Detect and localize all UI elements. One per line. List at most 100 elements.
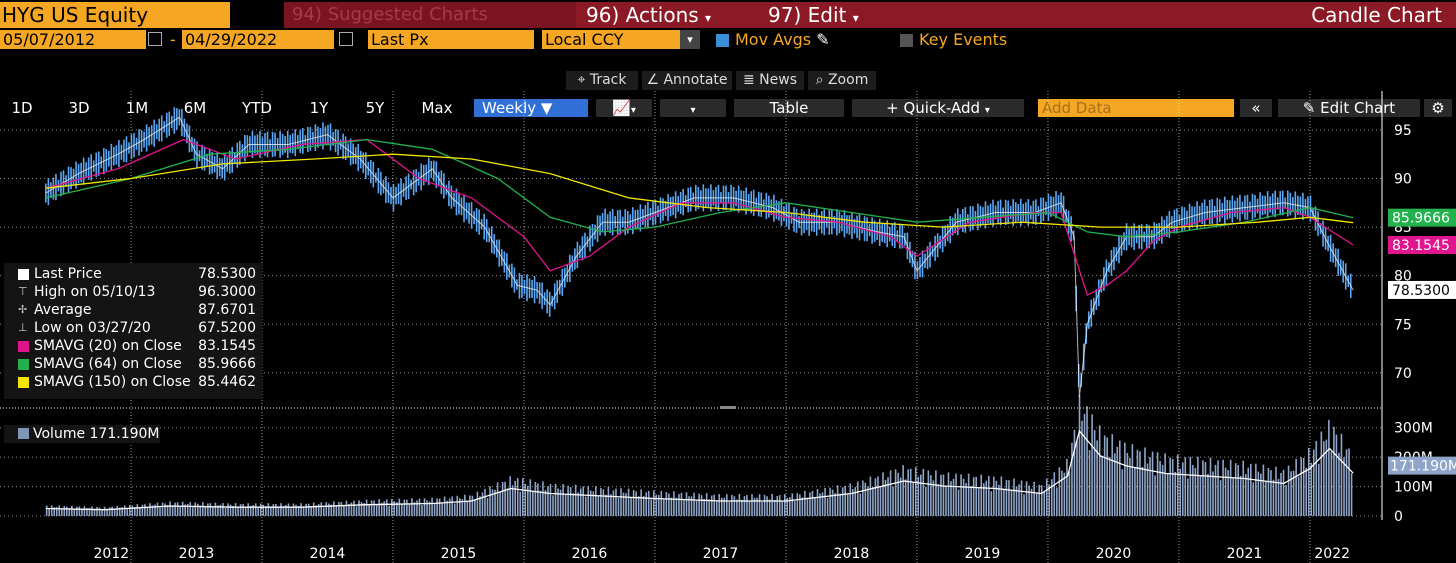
table-button[interactable]: Table: [734, 99, 844, 117]
volume-bar: [612, 490, 615, 516]
chevron-down-icon[interactable]: ▾: [680, 30, 700, 49]
volume-bar: [1307, 447, 1310, 516]
price-tag-label: 78.5300: [1392, 283, 1450, 299]
volume-bar: [433, 503, 436, 516]
tab-1y[interactable]: 1Y: [309, 99, 329, 117]
annotate-tool[interactable]: ∠ Annotate: [642, 71, 732, 90]
calendar-icon[interactable]: [339, 32, 353, 46]
zoom-tool[interactable]: ⌕ Zoom: [808, 71, 876, 90]
volume-bar: [930, 475, 932, 516]
volume-bar: [179, 506, 181, 516]
volume-bar: [1146, 463, 1149, 516]
mov-avgs-toggle[interactable]: Mov Avgs ✎: [716, 30, 830, 49]
news-tool[interactable]: ≣ News: [736, 71, 804, 90]
volume-bar: [1323, 441, 1325, 516]
price-chart[interactable]: 2012 2013 2014 2015 2016 2017 2018 2019 2020 2021…: [0, 91, 1456, 563]
volume-bar: [690, 496, 693, 516]
volume-bar: [58, 505, 61, 516]
volume-bar: [824, 487, 826, 516]
volume-bar: [607, 486, 610, 516]
volume-bar: [1108, 457, 1111, 516]
volume-bar: [1066, 458, 1068, 516]
currency-select[interactable]: Local CCY: [542, 30, 680, 49]
collapse-icon[interactable]: «: [1240, 99, 1272, 117]
actions-menu[interactable]: 96) Actions ▾: [576, 2, 764, 28]
volume-bar: [569, 487, 572, 516]
chart-style-button[interactable]: 📈▾: [596, 99, 652, 117]
volume-bar: [1232, 478, 1234, 516]
suggested-charts-button[interactable]: 94) Suggested Charts: [284, 2, 582, 28]
add-data-input[interactable]: Add Data: [1038, 99, 1234, 117]
volume-bar: [224, 507, 227, 516]
volume-bar: [1242, 460, 1245, 516]
edit-menu[interactable]: 97) Edit ▾: [758, 2, 968, 28]
news-label: News: [759, 72, 798, 88]
volume-bar: [758, 494, 761, 516]
volume-bar: [335, 505, 338, 516]
volume-bar: [567, 485, 569, 516]
volume-bar: [592, 491, 595, 516]
volume-bar: [390, 499, 393, 516]
tab-1d[interactable]: 1D: [11, 99, 33, 117]
tab-max[interactable]: Max: [421, 99, 453, 117]
calendar-icon[interactable]: [148, 32, 162, 46]
legend-row-smavg-20[interactable]: SMAVG (20) on Close 83.1545: [4, 337, 262, 355]
volume-bar: [1345, 449, 1348, 516]
volume-bar: [834, 493, 836, 516]
volume-bar: [728, 501, 731, 516]
x-tick-label: 2022: [1314, 546, 1350, 562]
volume-bar: [1134, 467, 1136, 516]
volume-bar: [713, 494, 716, 516]
period-select[interactable]: Weekly ▼: [474, 99, 588, 117]
tab-ytd[interactable]: YTD: [242, 99, 272, 117]
annotate-label: Annotate: [663, 72, 728, 88]
volume-bar: [1086, 406, 1088, 516]
chevron-down-icon: ▾: [984, 105, 990, 116]
volume-bar: [993, 476, 995, 516]
legend-row-high[interactable]: ⊤ High on 05/10/13 96.3000: [4, 283, 262, 301]
volume-bar: [227, 503, 229, 516]
volume-bar: [237, 506, 239, 516]
volume-bar: [945, 485, 947, 516]
volume-bar: [909, 468, 912, 516]
volume-bar: [1129, 457, 1131, 516]
legend-row-low[interactable]: ⊥ Low on 03/27/20 67.5200: [4, 319, 262, 337]
end-date-field[interactable]: 04/29/2022: [182, 30, 334, 49]
volume-bar: [134, 507, 136, 516]
ticker-field[interactable]: HYG US Equity: [0, 2, 230, 28]
gear-icon[interactable]: ⚙: [1424, 99, 1452, 117]
field-select[interactable]: Last Px: [368, 30, 534, 49]
volume-bar: [1073, 429, 1076, 516]
start-date-field[interactable]: 05/07/2012: [0, 30, 146, 49]
volume-bar: [1187, 478, 1189, 516]
volume-bar: [650, 499, 653, 516]
key-events-toggle[interactable]: Key Events: [900, 30, 1007, 49]
volume-bar: [348, 503, 350, 516]
tab-5y[interactable]: 5Y: [365, 99, 385, 117]
volume-bar: [572, 493, 574, 516]
price-tag-label: 83.1545: [1392, 238, 1450, 254]
legend-row-smavg-150[interactable]: SMAVG (150) on Close 85.4462: [4, 373, 262, 391]
tab-6m[interactable]: 6M: [183, 99, 207, 117]
track-tool[interactable]: ⌖ Track: [566, 71, 638, 90]
edit-chart-button[interactable]: ✎ Edit Chart: [1278, 99, 1420, 117]
volume-bar: [683, 500, 685, 516]
volume-bar: [1045, 478, 1048, 516]
legend-row-last-price[interactable]: Last Price 78.5300: [4, 265, 262, 283]
volume-legend[interactable]: Volume 171.190M: [4, 425, 160, 443]
volume-bar: [1202, 460, 1204, 516]
volume-bar: [695, 500, 698, 516]
quick-add-button[interactable]: + Quick-Add ▾: [852, 99, 1024, 117]
volume-bar: [801, 497, 804, 516]
legend-row-smavg-64[interactable]: SMAVG (64) on Close 85.9666: [4, 355, 262, 373]
volume-bar: [904, 479, 907, 516]
dropdown-button[interactable]: ▾: [660, 99, 726, 117]
volume-bar: [275, 503, 277, 516]
volume-bar: [504, 481, 506, 516]
volume-bar: [494, 489, 496, 516]
legend-row-average[interactable]: ✢ Average 87.6701: [4, 301, 262, 319]
volume-bar: [287, 503, 290, 516]
volume-bar: [1048, 484, 1051, 516]
volume-bar: [60, 509, 63, 516]
tab-3d[interactable]: 3D: [68, 99, 90, 117]
